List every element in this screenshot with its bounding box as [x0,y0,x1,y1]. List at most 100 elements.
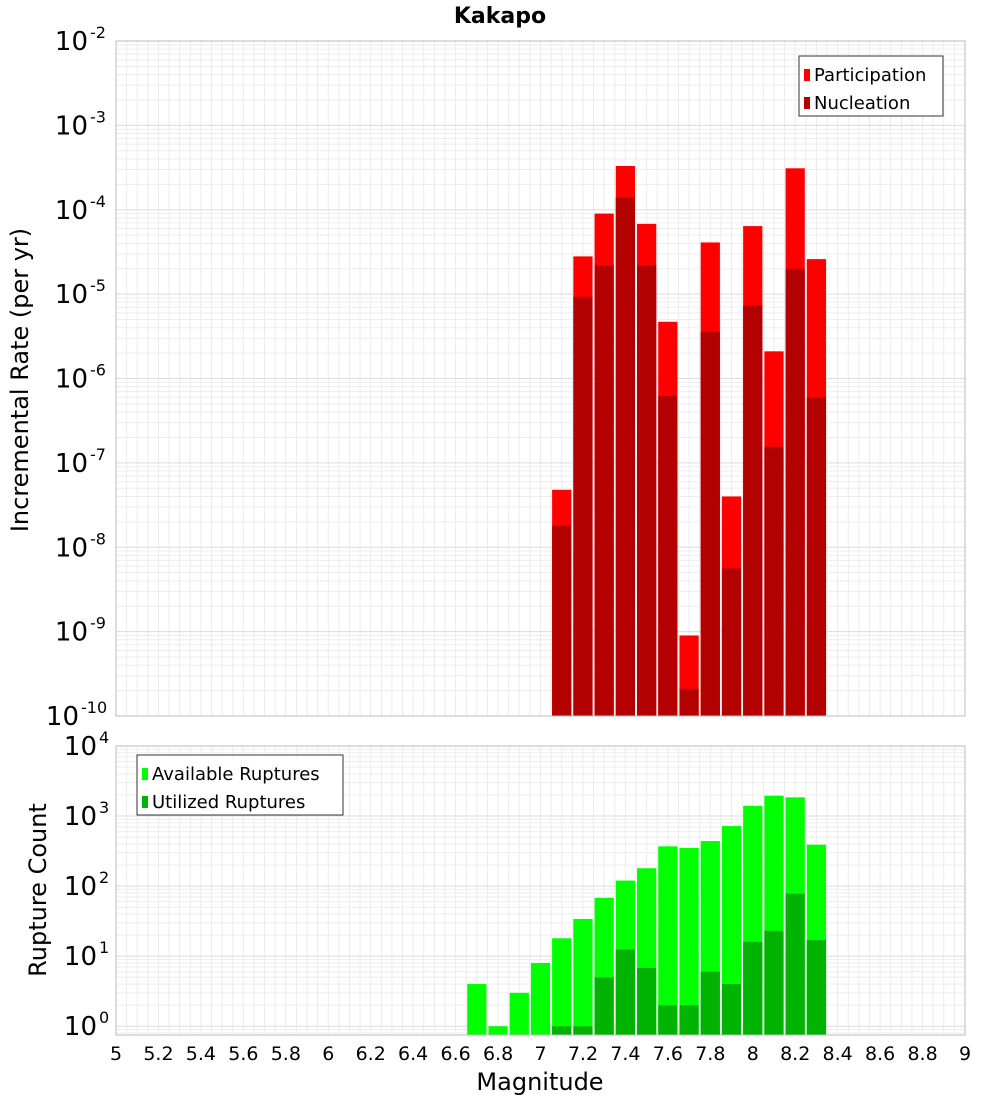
x-tick-label: 7.2 [568,1043,598,1065]
x-tick-label: 6.8 [483,1043,513,1065]
bar [594,265,614,716]
y-tick-exponent: 3 [99,798,109,817]
x-tick-label: 6 [322,1043,334,1065]
y-tick-exponent: -7 [90,445,106,464]
bar [552,938,572,1035]
y-tick-label: 10 [55,27,88,57]
legend-box [798,55,944,117]
y-tick-label: 10 [64,1012,97,1042]
bar [573,918,593,1035]
bar [679,848,699,1035]
bar [509,992,529,1035]
legend-box [136,754,344,816]
legend-label: Nucleation [814,93,910,114]
bar [615,949,636,1035]
y-tick-exponent: -4 [90,192,106,211]
x-tick-label: 8.6 [865,1043,895,1065]
bar [573,296,593,716]
bar [488,1026,508,1035]
y-tick-label: 10 [55,280,88,310]
y-tick-exponent: 0 [99,1008,109,1027]
bar [743,941,763,1035]
y-tick-label: 10 [64,872,97,902]
bar [594,977,614,1035]
y-tick-exponent: -10 [81,698,107,717]
bar [658,1005,678,1035]
chart-title: Kakapo [454,4,546,29]
y-tick-exponent: -9 [90,614,106,633]
x-tick-label: 5.6 [228,1043,258,1065]
bar [721,984,742,1035]
plot-frame [115,40,966,717]
y-tick-label: 10 [55,111,88,141]
legend-label: Participation [814,65,926,86]
x-tick-label: 5.4 [186,1043,216,1065]
bar [679,1005,699,1035]
bar [658,396,678,716]
bar [764,446,784,716]
bar [785,268,805,716]
y-tick-label: 10 [55,365,88,395]
y-tick-exponent: -8 [90,529,106,548]
bar [700,331,720,716]
x-tick-label: 7.6 [653,1043,683,1065]
bottom-y-axis-label: Rupture Count [24,803,52,977]
bar [806,940,827,1035]
y-tick-label: 10 [55,449,88,479]
bar [721,826,742,1035]
x-tick-label: 8 [747,1043,759,1065]
y-tick-label: 10 [55,533,88,563]
legend: Available Ruptures Utilized Ruptures [136,754,344,816]
y-tick-exponent: -2 [90,23,106,42]
x-tick-label: 5.8 [271,1043,301,1065]
x-tick-label: 7.8 [695,1043,725,1065]
x-tick-label: 5.2 [143,1043,173,1065]
grid [115,40,966,717]
x-tick-label: 8.8 [907,1043,937,1065]
x-tick-label: 6.2 [356,1043,386,1065]
x-tick-label: 8.4 [823,1043,853,1065]
bar [552,525,572,716]
legend-label: Available Ruptures [152,764,320,785]
bar [637,967,657,1035]
x-tick-label: 7 [534,1043,546,1065]
series-front [552,197,827,717]
bar [700,971,720,1035]
y-tick-exponent: 1 [99,938,109,957]
bar [785,893,805,1035]
plot-frame [115,745,966,1036]
y-tick-exponent: -3 [90,107,106,126]
y-tick-label: 10 [55,196,88,226]
bar [764,930,784,1035]
y-tick-label: 10 [64,802,97,832]
y-tick-exponent: -5 [90,276,106,295]
y-tick-label: 10 [55,618,88,648]
top-y-axis-label: Incremental Rate (per yr) [6,228,34,532]
legend-swatch [142,768,148,780]
bar [552,1026,572,1035]
x-tick-label: 8.2 [780,1043,810,1065]
y-tick-exponent: 4 [99,728,109,747]
bar [658,846,678,1035]
legend: Participation Nucleation [798,55,944,117]
legend-swatch [142,796,148,808]
bar [637,265,657,716]
series-front [552,893,827,1035]
y-tick-label: 10 [64,942,97,972]
legend-swatch [804,69,810,81]
legend-label: Utilized Ruptures [152,792,305,813]
x-ticks: 5 5.2 5.4 5.6 5.8 6 6.2 6.4 6.6 6.8 7 7.2 7.4 7.6 7.8 8… [110,1043,971,1065]
y-tick-label: 10 [64,732,97,762]
x-tick-label: 9 [959,1043,971,1065]
bar [530,962,551,1035]
x-tick-label: 6.6 [440,1043,470,1065]
bar [806,397,827,716]
y-tick-exponent: -6 [90,361,106,380]
bar [573,1026,593,1035]
x-tick-label: 5 [110,1043,122,1065]
x-tick-label: 6.4 [398,1043,428,1065]
y-tick-exponent: 2 [99,868,109,887]
